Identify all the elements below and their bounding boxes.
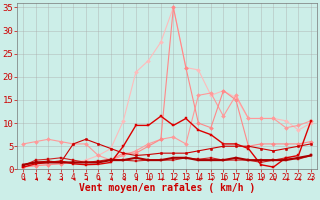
X-axis label: Vent moyen/en rafales ( km/h ): Vent moyen/en rafales ( km/h ) [79,183,255,193]
